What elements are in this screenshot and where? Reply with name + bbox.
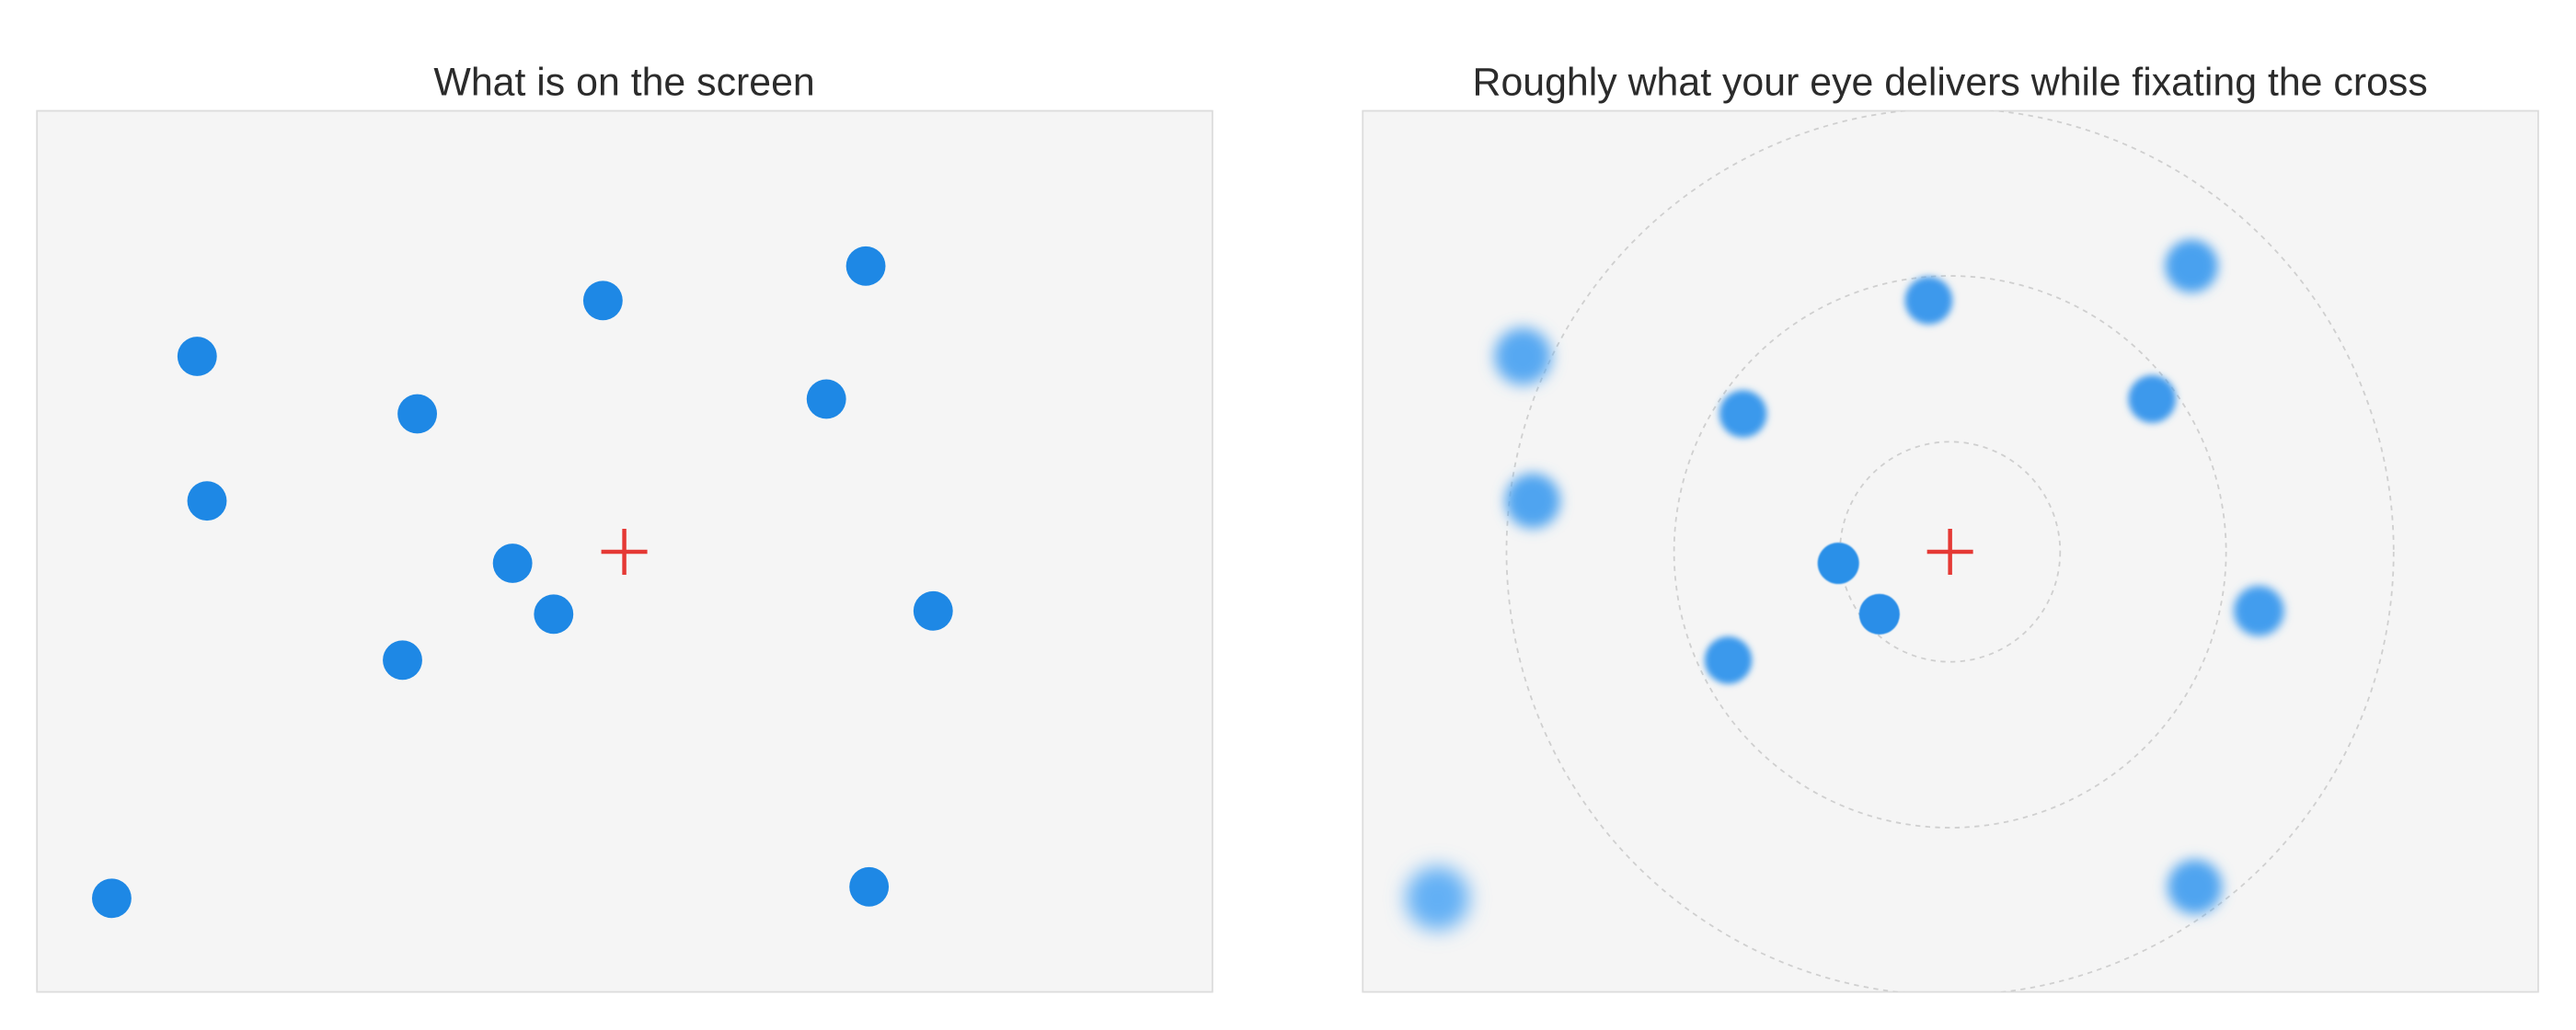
screen-dots [92,246,953,919]
dot [397,394,438,434]
blurred-dot [1494,327,1552,385]
panel-title: What is on the screen [433,61,814,105]
dot [913,590,953,631]
panel-title: Roughly what your eye delivers while fix… [1473,61,2428,105]
blurred-dot [2234,585,2284,636]
eye-dots [1405,110,2395,992]
eccentricity-ring [1505,110,2395,992]
dot [849,866,890,907]
eccentricity-ring [1673,275,2227,829]
blurred-dot [1505,473,1560,529]
dot [534,594,574,635]
dot [582,280,623,321]
blurred-dot [2165,239,2218,293]
blurred-dot [1405,866,1470,931]
blurred-dot [1817,542,1859,585]
dot [806,379,846,419]
dot [187,481,227,521]
blurred-dot [2128,375,2177,423]
dot [845,246,886,286]
dot [492,544,533,583]
blurred-dot [2168,859,2223,914]
dot [177,337,217,376]
dot [383,640,422,681]
dot [92,878,132,919]
blurred-dot [1704,636,1753,684]
blurred-dot [1719,390,1767,438]
blurred-dot [1858,593,1900,635]
blurred-dot [1904,276,1953,325]
